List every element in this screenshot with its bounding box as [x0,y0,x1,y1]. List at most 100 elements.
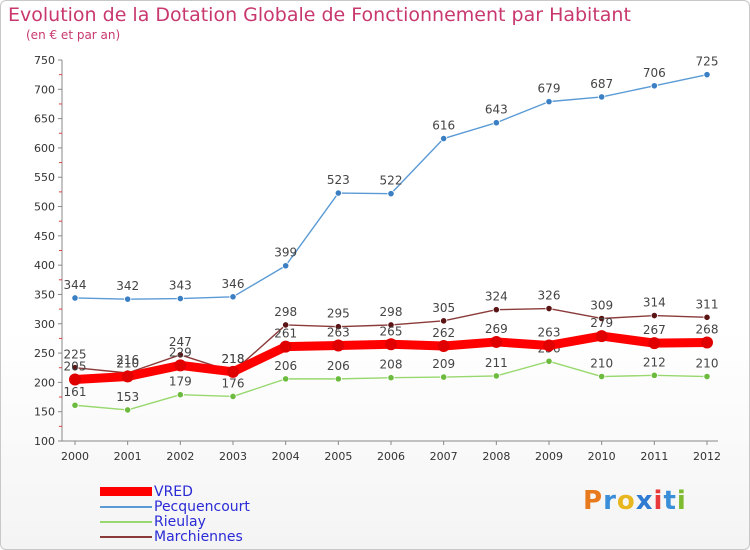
y-tick-label: 750 [34,54,55,67]
data-point-vred [279,340,292,353]
data-label-vred: 268 [696,323,719,337]
data-label-marchiennes: 326 [538,289,561,303]
y-tick-label: 200 [34,376,55,389]
logo-letter: i [676,486,687,516]
data-label-vred: 263 [327,325,350,339]
y-tick-label: 250 [34,347,55,360]
data-label-vred: 263 [538,325,561,339]
y-tick-label: 650 [34,113,55,126]
data-point-vred [701,336,713,349]
data-point-rieulay [71,401,79,409]
y-tick-label: 700 [34,83,55,96]
data-label-rieulay: 206 [327,359,350,373]
data-label-vred: 262 [432,326,455,340]
proxiti-logo: Proxiti [583,486,687,516]
data-label-pecquencourt: 523 [327,173,350,187]
data-point-pecquencourt [71,294,79,302]
data-point-rieulay [176,391,184,399]
data-point-marchiennes [71,364,79,372]
data-label-marchiennes: 216 [116,353,139,367]
y-tick-label: 300 [34,318,55,331]
y-tick-label: 550 [34,171,55,184]
data-label-rieulay: 161 [64,385,87,399]
data-label-rieulay: 153 [116,390,139,404]
data-point-marchiennes [282,321,290,329]
line-chart: 100 150 200 250 300 350 400 450 500 550 600 650 700 7… [34,54,721,463]
data-point-vred [595,330,608,343]
legend-swatch [100,487,152,496]
data-point-rieulay [492,372,500,380]
data-point-rieulay [650,371,658,379]
logo-letter: P [583,486,604,516]
data-label-marchiennes: 314 [643,296,666,310]
y-tick-label: 600 [34,142,55,155]
data-point-pecquencourt [387,190,395,198]
data-label-rieulay: 212 [643,355,666,369]
x-tick-label: 2000 [61,450,89,463]
x-tick-label: 2012 [693,450,721,463]
x-tick-label: 2004 [272,450,300,463]
data-point-pecquencourt [492,119,500,127]
data-point-vred [121,370,134,383]
y-tick-label: 150 [34,406,55,419]
logo-letter: i [653,486,664,516]
data-label-rieulay: 179 [169,375,192,389]
data-label-marchiennes: 311 [696,297,719,311]
data-point-vred [385,338,397,351]
legend-label: VRED [154,484,193,500]
data-label-vred: 261 [274,327,297,341]
data-point-rieulay [124,406,132,414]
data-point-pecquencourt [176,294,184,303]
x-tick-label: 2003 [219,450,247,463]
data-label-rieulay: 206 [274,359,297,373]
data-point-pecquencourt [334,189,342,197]
data-point-pecquencourt [440,134,448,143]
x-tick-label: 2011 [640,450,668,463]
data-label-pecquencourt: 522 [380,174,403,188]
data-label-vred: 269 [485,322,508,336]
data-label-pecquencourt: 344 [64,278,87,292]
y-tick-label: 450 [34,230,55,243]
data-label-rieulay: 209 [432,357,455,371]
data-point-rieulay [229,392,237,401]
data-label-rieulay: 210 [590,357,613,371]
data-label-marchiennes: 218 [222,352,245,366]
data-label-pecquencourt: 706 [643,66,666,80]
data-point-pecquencourt [282,262,290,270]
data-point-vred [174,359,187,372]
data-label-vred: 265 [380,324,403,338]
data-label-rieulay: 208 [380,358,403,372]
data-point-rieulay [440,373,448,381]
data-label-pecquencourt: 342 [116,279,139,293]
data-point-vred [332,339,345,352]
data-point-rieulay [282,375,290,383]
legend-label: Marchiennes [154,529,243,545]
legend-label: Pecquencourt [154,499,250,515]
legend-swatch [100,536,152,538]
data-point-pecquencourt [545,98,553,106]
data-label-rieulay: 211 [485,356,508,370]
data-point-pecquencourt [229,293,237,301]
data-label-marchiennes: 298 [380,305,403,319]
data-point-vred [437,340,450,353]
data-label-vred: 218 [222,352,245,366]
legend-swatch [100,521,152,523]
data-point-rieulay [334,375,342,383]
data-label-rieulay: 176 [222,376,245,390]
y-tick-label: 500 [34,201,55,214]
data-point-marchiennes [598,314,606,323]
data-label-marchiennes: 295 [327,307,350,321]
logo-letter: o [616,486,636,516]
data-label-marchiennes: 305 [432,301,455,315]
data-label-marchiennes: 324 [485,290,508,304]
x-tick-label: 2007 [430,450,458,463]
logo-letter: x [635,486,654,516]
data-label-pecquencourt: 346 [222,277,245,291]
x-tick-label: 2002 [166,450,194,463]
data-point-pecquencourt [703,71,711,79]
data-point-vred [69,373,81,386]
data-label-vred: 279 [590,316,613,330]
data-label-pecquencourt: 643 [485,103,508,117]
data-point-rieulay [598,372,606,381]
data-point-marchiennes [703,313,711,321]
